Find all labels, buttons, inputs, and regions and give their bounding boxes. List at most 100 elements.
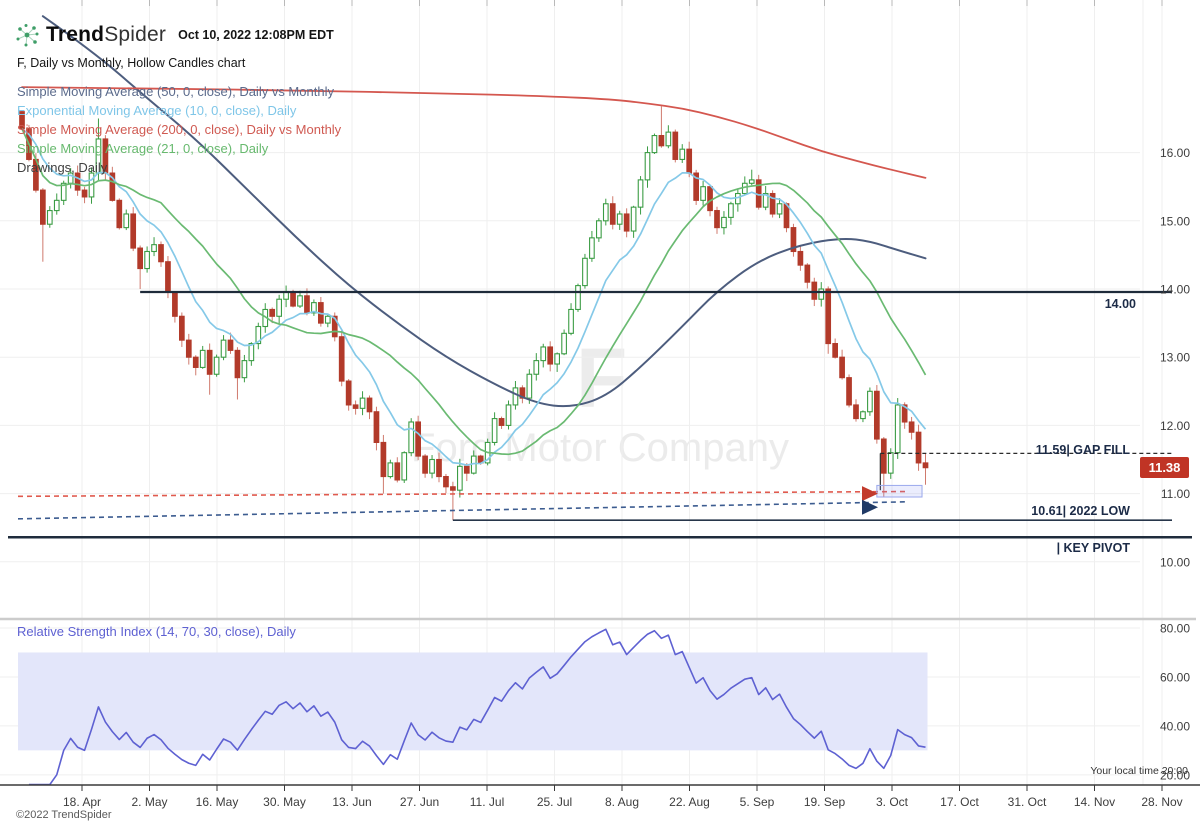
candle: [533, 360, 540, 375]
brand-light: Spider: [104, 23, 167, 46]
candle: [359, 397, 366, 409]
candle: [422, 455, 428, 474]
candle: [394, 462, 401, 481]
candle: [651, 135, 658, 154]
gap-fill-value: 11.59: [1035, 443, 1067, 457]
candle: [185, 339, 192, 358]
legend-item-drawings[interactable]: Drawings, Daily: [17, 160, 108, 175]
candle: [269, 308, 276, 317]
price-axis-label: 15.00: [1160, 214, 1190, 228]
candle: [714, 210, 720, 229]
candle: [512, 387, 519, 406]
rsi-axis-label: 60.00: [1160, 670, 1190, 684]
rsi-band: [18, 652, 928, 751]
legend-item-sma50[interactable]: Simple Moving Average (50, 0, close), Da…: [17, 84, 334, 99]
candle: [81, 189, 88, 198]
x-axis-label: 3. Oct: [876, 795, 909, 809]
candle: [429, 458, 435, 474]
candle: [234, 349, 241, 379]
legend-item-sma200[interactable]: Simple Moving Average (200, 0, close), D…: [17, 122, 342, 137]
candle: [137, 247, 144, 270]
candle: [151, 244, 157, 253]
price-axis-label: 10.00: [1160, 555, 1190, 569]
candle: [144, 250, 150, 270]
x-axis-label: 5. Sep: [740, 795, 775, 809]
copyright-label: ©2022 TrendSpider: [16, 809, 112, 821]
rsi-axis-label: 80.00: [1160, 622, 1190, 636]
candle: [568, 308, 574, 334]
candle: [304, 295, 310, 314]
candle: [443, 475, 449, 488]
candle: [297, 295, 303, 307]
candle: [804, 264, 811, 283]
overlay-line: [21, 128, 927, 456]
candle: [922, 462, 929, 469]
candle: [582, 257, 588, 287]
price-axis-label: 11.00: [1161, 487, 1190, 501]
trendspider-logo-icon: [16, 23, 39, 46]
candle: [60, 182, 67, 201]
candle: [721, 216, 727, 229]
candle: [901, 404, 908, 423]
candle: [241, 360, 248, 379]
candle: [345, 380, 352, 406]
low-2022-label: 10.61| 2022 LOW: [1031, 504, 1130, 518]
candle: [387, 462, 394, 478]
x-axis-label: 18. Apr: [63, 795, 101, 809]
candle: [811, 281, 818, 300]
candle: [630, 206, 637, 232]
candle: [255, 325, 262, 345]
candle: [860, 411, 866, 420]
right-arrow-marker: [862, 499, 878, 515]
x-axis-label: 22. Aug: [669, 795, 710, 809]
candle: [408, 421, 415, 454]
legend-item-ema10[interactable]: Exponential Moving Average (10, 0, close…: [17, 103, 297, 118]
x-axis-label: 11. Jul: [470, 795, 504, 809]
x-axis-label: 8. Aug: [605, 795, 639, 809]
low-2022-text: | 2022 LOW: [1062, 504, 1130, 518]
highlight-box: [876, 484, 923, 498]
candle: [526, 373, 533, 399]
rsi-band-layer: [18, 652, 928, 751]
legend-item-sma21[interactable]: Simple Moving Average (21, 0, close), Da…: [17, 141, 269, 156]
candle: [575, 285, 581, 311]
candle: [547, 346, 554, 365]
candle: [776, 203, 783, 215]
candle: [505, 404, 512, 426]
candle: [276, 298, 283, 317]
candle: [463, 465, 470, 474]
candle: [373, 411, 380, 444]
rsi-legend[interactable]: Relative Strength Index (14, 70, 30, clo…: [17, 624, 296, 639]
candle: [602, 203, 609, 222]
candle: [797, 250, 804, 266]
candle: [401, 452, 408, 481]
candle: [130, 213, 137, 249]
right-arrow-marker: [862, 486, 878, 502]
price-axis-label: 14.00: [1160, 283, 1190, 297]
resistance-level-label: 14.00: [1104, 297, 1136, 311]
candle: [290, 291, 296, 307]
candle: [311, 302, 317, 314]
candle: [192, 356, 199, 368]
overlay-line: [21, 86, 927, 179]
candle: [554, 353, 560, 365]
candle: [179, 315, 185, 341]
candle: [672, 131, 679, 160]
candle: [693, 172, 699, 201]
candle: [491, 418, 498, 443]
overlay-lines-layer: [21, 15, 927, 467]
candle: [248, 343, 255, 362]
price-axis-label: 12.00: [1160, 419, 1190, 433]
candle: [498, 418, 505, 426]
candle: [846, 377, 852, 406]
candle: [832, 343, 838, 358]
candle: [700, 186, 706, 201]
candle: [873, 390, 880, 440]
drawings-layer: [8, 290, 1192, 539]
candle: [74, 172, 81, 191]
blue-dashed-trendline: [17, 500, 909, 520]
candle: [206, 349, 213, 375]
x-axis-label: 2. May: [131, 795, 167, 809]
